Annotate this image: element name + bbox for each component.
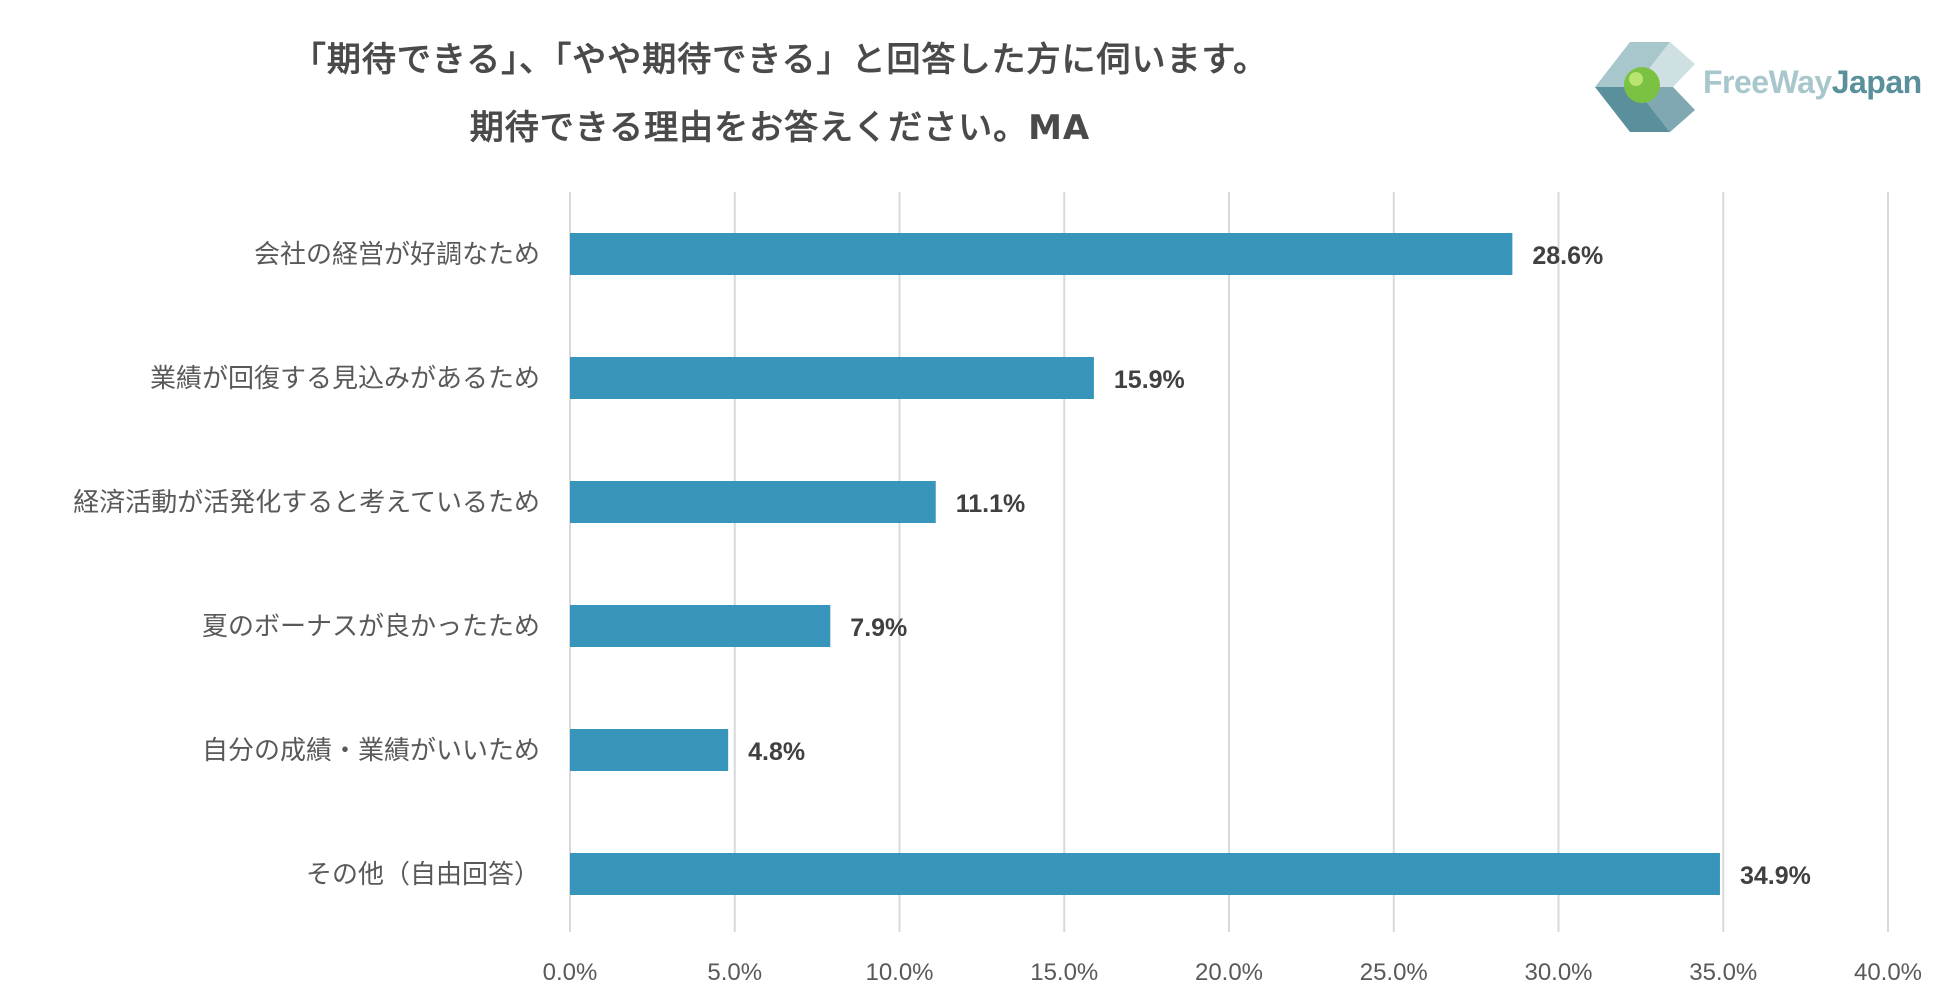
chart-title-line-1: 「期待できる」、「やや期待できる」と回答した方に伺います。 (291, 40, 1269, 80)
category-label: 業績が回復する見込みがあるため (150, 364, 540, 394)
bar (570, 853, 1720, 895)
x-tick-label: 15.0% (1030, 959, 1098, 986)
x-tick-label: 30.0% (1524, 959, 1592, 986)
bar (570, 233, 1513, 275)
data-label: 4.8% (748, 738, 805, 766)
chart-title-line-2: 期待できる理由をお答えください。MA (469, 108, 1091, 148)
data-label: 7.9% (850, 614, 907, 642)
category-label: 自分の成績・業績がいいため (202, 736, 540, 766)
category-label: 経済活動が活発化すると考えているため (73, 488, 540, 518)
data-label: 11.1% (956, 490, 1026, 518)
logo-text-japan: Japan (1831, 64, 1922, 100)
category-label: その他（自由回答） (306, 860, 540, 890)
data-label: 34.9% (1740, 862, 1811, 890)
logo-text: FreeWayJapan (1703, 64, 1922, 101)
x-tick-label: 5.0% (707, 959, 762, 986)
bar (570, 729, 729, 771)
data-label: 28.6% (1532, 242, 1603, 270)
logo-mark-icon (1595, 42, 1695, 132)
x-tick-label: 20.0% (1195, 959, 1263, 986)
bar (570, 605, 831, 647)
x-tick-label: 40.0% (1854, 959, 1922, 986)
category-label: 会社の経営が好調なため (254, 240, 540, 270)
bar (570, 357, 1094, 399)
x-tick-label: 35.0% (1689, 959, 1757, 986)
x-tick-label: 10.0% (865, 959, 933, 986)
freewayjapan-logo: FreeWayJapan (1595, 42, 1922, 132)
data-label: 15.9% (1114, 366, 1185, 394)
category-label: 夏のボーナスが良かったため (202, 612, 540, 642)
logo-text-freeway: FreeWay (1703, 64, 1832, 100)
x-tick-label: 25.0% (1360, 959, 1428, 986)
bar (570, 481, 936, 523)
x-tick-label: 0.0% (543, 959, 598, 986)
